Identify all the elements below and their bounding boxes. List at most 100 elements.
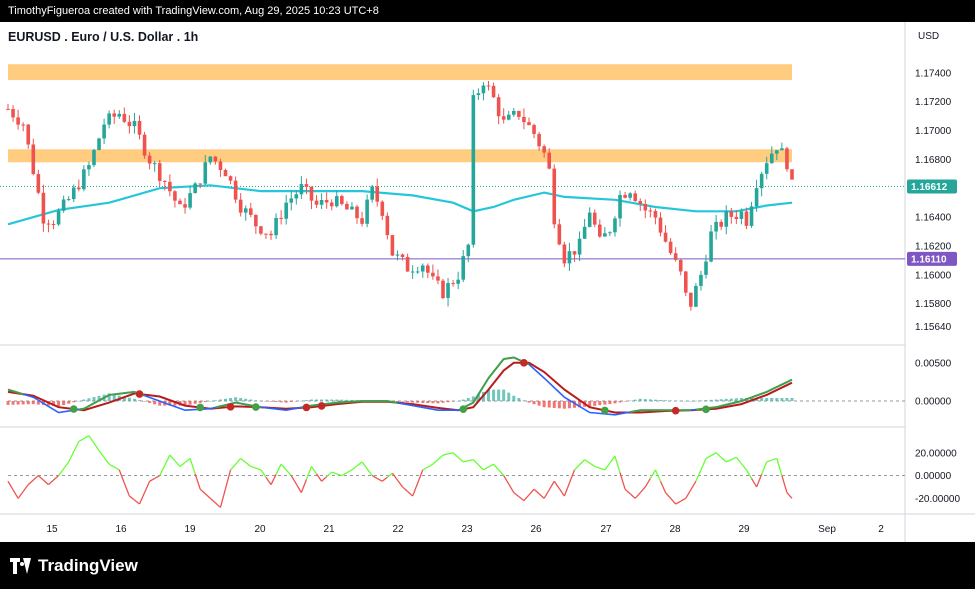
oscillator-segment (32, 475, 39, 481)
macd-bull-segment (482, 377, 490, 387)
candle (203, 162, 208, 184)
chart-canvas[interactable]: 1.17400 1.17200 1.17000 1.16800 1.16400 1.162… (0, 22, 975, 542)
oscillator-segment (386, 472, 393, 478)
resistance-zones (8, 64, 792, 163)
macd-bull-segment (98, 396, 105, 402)
macd-histogram-bar (67, 401, 71, 404)
oscillator-segment (17, 491, 24, 499)
candle (410, 271, 415, 273)
oscillator-segment (715, 452, 722, 458)
oscillator-segment (574, 464, 581, 471)
macd-cross-marker (226, 403, 235, 411)
candle (557, 224, 562, 245)
candle (112, 113, 117, 117)
macd-bull-segment (629, 410, 636, 414)
candle (132, 120, 137, 127)
macd-bull-segment (215, 405, 221, 409)
macd-histogram-bar (466, 398, 470, 402)
oscillator-segment (558, 488, 565, 497)
chart-frame[interactable]: 1.17400 1.17200 1.17000 1.16800 1.16400 1.162… (0, 22, 975, 542)
macd-bull-segment (751, 394, 757, 399)
macd-bull-segment (710, 406, 717, 409)
macd-bull-segment (477, 385, 485, 395)
candle (790, 169, 794, 180)
macd-histogram-bar (547, 401, 551, 408)
resistance-zone (8, 64, 792, 81)
oscillator-segment (584, 459, 591, 464)
macd-histogram-bar (643, 399, 647, 402)
candle (775, 150, 779, 154)
macd-histogram-bar (72, 401, 76, 403)
macd-bull-segment (467, 401, 474, 407)
macd-histogram-bar (542, 401, 546, 408)
macd-bull-segment (492, 364, 500, 373)
candle (446, 283, 450, 299)
oscillator-segment (351, 465, 358, 471)
macd-histogram-bar (31, 401, 35, 405)
candle (714, 221, 718, 232)
candle (375, 186, 380, 202)
candle (522, 116, 526, 123)
candle (284, 202, 288, 219)
macd-histogram-bar (239, 398, 243, 402)
price-tick-label: 1.16000 (915, 270, 952, 281)
macd-histogram-bar (249, 399, 253, 402)
macd-histogram-bar (77, 400, 81, 402)
candle (719, 221, 723, 227)
candle (431, 272, 435, 277)
price-tick-label: 1.16400 (915, 213, 952, 224)
oscillator-segment (194, 473, 201, 490)
macd-bull-segment (83, 405, 90, 410)
candle (476, 93, 481, 96)
macd-histogram-bar (588, 401, 592, 407)
candle (699, 274, 703, 286)
oscillator-segment (589, 462, 596, 467)
oscillator-segment (73, 441, 80, 452)
macd-bull-segment (7, 388, 14, 393)
oscillator-segment (740, 463, 747, 471)
grid (0, 22, 975, 542)
oscillator-segment (614, 456, 621, 473)
macd-cross-marker (302, 403, 311, 412)
candle (471, 95, 476, 245)
footer-bar: TradingView (0, 542, 975, 589)
oscillator-segment (477, 464, 484, 471)
macd-histogram-bar (724, 398, 728, 402)
oscillator-segment (118, 469, 125, 484)
oscillator-segment (594, 465, 601, 469)
macd-histogram-bar (87, 398, 91, 402)
candle (663, 232, 668, 242)
time-tick-label: 27 (600, 524, 612, 535)
candle (122, 113, 127, 122)
price-tick-label: 1.16200 (915, 241, 952, 252)
macd-histogram-bar (198, 401, 202, 403)
candle (426, 265, 430, 273)
oscillator-segment (361, 461, 368, 470)
oscillator-segment (310, 466, 318, 475)
macd-histogram-bar (254, 400, 258, 402)
candle (754, 188, 759, 207)
macd-bull-segment (119, 392, 125, 395)
macd-bull-segment (731, 401, 737, 405)
oscillator-segment (634, 492, 641, 499)
candle (259, 226, 263, 234)
macd-histogram-bar (395, 401, 399, 402)
macd-histogram-bar (497, 389, 501, 402)
oscillator-segment (42, 479, 49, 486)
candle (157, 163, 162, 181)
oscillator-segment (280, 463, 287, 471)
price-tick-label: 1.15640 (915, 322, 952, 333)
tradingview-logo-icon (10, 558, 32, 574)
macd-histogram-bar (638, 398, 642, 402)
candle (638, 201, 643, 204)
candle (527, 122, 531, 126)
candle (36, 174, 41, 193)
macd-histogram-bar (183, 401, 187, 406)
candle (71, 187, 76, 200)
macd-histogram-bar (451, 401, 455, 402)
oscillator-segment (189, 458, 196, 475)
oscillator-segment (321, 476, 328, 482)
candle (31, 144, 36, 175)
candle (420, 265, 425, 272)
candle (532, 125, 536, 134)
